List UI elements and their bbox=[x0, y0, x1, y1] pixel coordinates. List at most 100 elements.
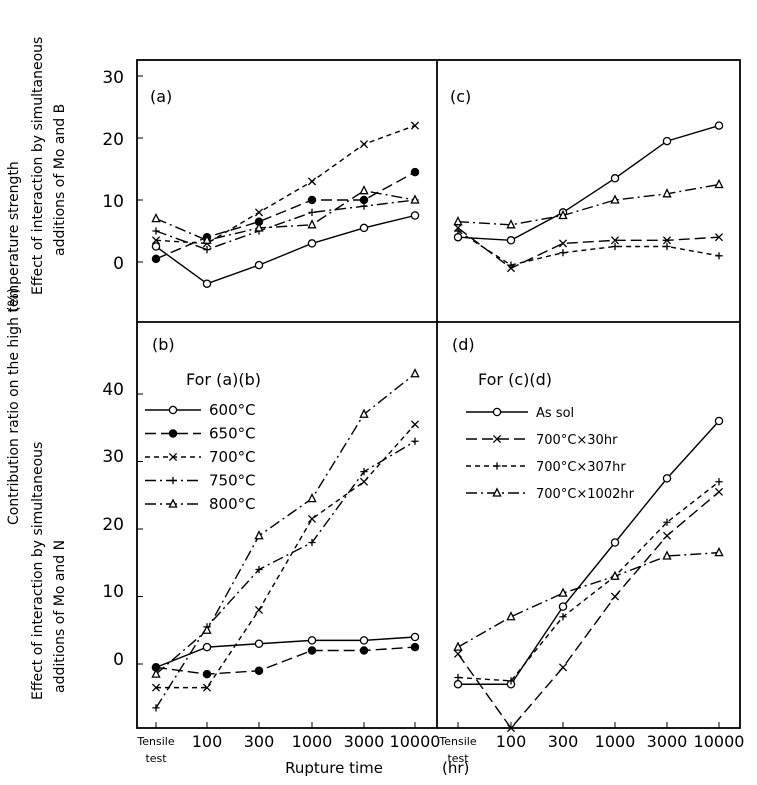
data-point bbox=[453, 232, 463, 242]
data-point bbox=[714, 487, 724, 496]
x-tick-label: 1000 bbox=[292, 732, 333, 751]
series-line bbox=[155, 646, 416, 675]
data-point bbox=[307, 636, 317, 645]
data-point bbox=[359, 223, 369, 233]
data-point bbox=[168, 405, 178, 415]
x-tick-label: 10000 bbox=[694, 732, 745, 751]
data-point bbox=[308, 538, 316, 547]
x-tick-label-tensile: Tensile bbox=[136, 735, 174, 748]
x-ticks-right: Tensile test 100 300 1000 3000 10000 bbox=[438, 732, 744, 765]
y-tick-label: 0 bbox=[113, 650, 124, 670]
data-point bbox=[254, 208, 264, 217]
data-point bbox=[410, 642, 420, 652]
series-line bbox=[155, 214, 416, 285]
data-point bbox=[410, 632, 420, 642]
data-point bbox=[203, 246, 211, 254]
data-point bbox=[663, 242, 671, 251]
legend-entry: 800°C bbox=[145, 495, 256, 513]
data-point bbox=[151, 683, 161, 692]
data-point bbox=[506, 611, 516, 621]
data-point bbox=[662, 136, 672, 146]
data-point bbox=[662, 236, 672, 245]
data-point bbox=[307, 492, 317, 503]
x-tick-label: 100 bbox=[496, 732, 527, 751]
data-point bbox=[506, 236, 516, 245]
legend-entry: 700°C×30hr bbox=[466, 433, 618, 448]
data-point bbox=[254, 530, 264, 540]
data-point bbox=[610, 194, 620, 204]
legend-entry: 700°C×307hr bbox=[466, 460, 626, 475]
data-point bbox=[453, 641, 463, 651]
series-b-3 bbox=[152, 437, 419, 712]
data-point bbox=[152, 704, 160, 712]
data-point bbox=[359, 646, 369, 655]
series-a-4 bbox=[151, 185, 420, 244]
x-tick-label: 3000 bbox=[647, 732, 688, 751]
legend-label: 600°C bbox=[209, 401, 256, 419]
data-point bbox=[714, 121, 724, 130]
y-axis-unit-label: (%) bbox=[6, 288, 22, 312]
data-point bbox=[151, 212, 161, 223]
series-line bbox=[155, 124, 416, 245]
legend-entry: 750°C bbox=[145, 472, 256, 490]
y-tick-label: 20 bbox=[102, 130, 124, 150]
x-tick-label: 300 bbox=[548, 732, 579, 751]
series-line bbox=[155, 440, 416, 709]
data-point bbox=[714, 178, 724, 189]
x-tick-label: 10000 bbox=[390, 732, 441, 751]
data-point bbox=[360, 202, 368, 210]
data-point bbox=[453, 216, 463, 226]
data-point bbox=[610, 592, 620, 601]
data-point bbox=[254, 639, 264, 649]
y-tick-label: 30 bbox=[102, 447, 124, 467]
series-a-1 bbox=[151, 167, 420, 264]
x-tick-label: 100 bbox=[192, 732, 223, 751]
series-line bbox=[457, 481, 720, 682]
data-point bbox=[151, 242, 161, 251]
x-tick-label: 3000 bbox=[344, 732, 385, 751]
data-point bbox=[453, 649, 463, 658]
panel-label-d: (d) bbox=[452, 335, 475, 354]
series-line bbox=[155, 189, 416, 242]
y-tick-label: 30 bbox=[102, 68, 124, 88]
series-line bbox=[458, 420, 720, 685]
series-c-2 bbox=[454, 227, 723, 269]
data-point bbox=[410, 420, 420, 429]
data-point bbox=[558, 602, 568, 611]
data-point bbox=[506, 724, 516, 733]
data-point bbox=[558, 587, 568, 597]
data-point bbox=[359, 140, 369, 149]
legend-label: 650°C bbox=[209, 425, 256, 443]
legend-label: 800°C bbox=[209, 495, 256, 513]
series-line bbox=[457, 491, 720, 730]
series-d-1 bbox=[453, 487, 724, 733]
data-point bbox=[715, 478, 723, 486]
data-point bbox=[410, 211, 420, 220]
y-tick-label: 10 bbox=[102, 582, 124, 602]
data-point bbox=[506, 219, 516, 229]
legend-title-d: For (c)(d) bbox=[478, 370, 552, 389]
plot-layer: 600°C 650°C 700°C 750°C 800°C As sol 700°C×30h… bbox=[136, 59, 741, 733]
series-d-3 bbox=[453, 546, 724, 651]
data-point bbox=[151, 254, 161, 264]
y-ticks-top: 30 20 10 0 bbox=[102, 68, 124, 274]
x-tick-label-tensile-sub: test bbox=[447, 752, 469, 765]
data-point bbox=[254, 260, 264, 270]
legend-title-b: For (a)(b) bbox=[186, 370, 261, 389]
data-point bbox=[493, 462, 501, 470]
series-line bbox=[457, 183, 720, 226]
data-point bbox=[307, 219, 317, 229]
legend-label: 700°C bbox=[209, 448, 256, 466]
data-point bbox=[152, 227, 160, 235]
series-b-4 bbox=[151, 368, 420, 678]
legend-entry: 700°C×1002hr bbox=[466, 487, 635, 502]
data-point bbox=[507, 677, 515, 685]
data-point bbox=[454, 673, 462, 682]
series-line bbox=[457, 227, 720, 270]
data-point bbox=[360, 468, 368, 476]
x-axis-title: Rupture time bbox=[285, 759, 383, 777]
data-point bbox=[411, 437, 419, 445]
series-line bbox=[156, 423, 416, 689]
panel-label-b: (b) bbox=[152, 335, 175, 354]
